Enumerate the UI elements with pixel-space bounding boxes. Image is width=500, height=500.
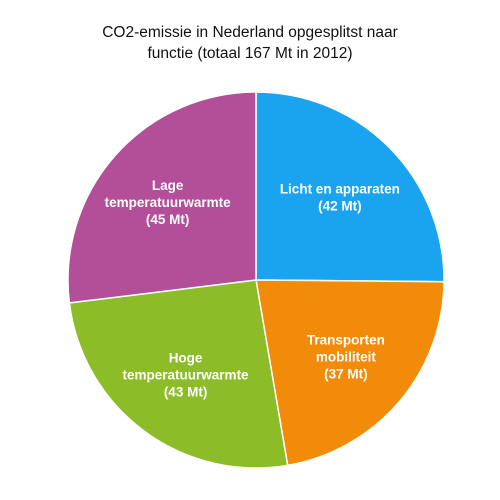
pie-labels: Licht en apparaten (42 Mt) Transporten mobi… (105, 178, 400, 400)
chart-title: CO2-emissie in Nederland opgesplitst naa… (0, 22, 500, 64)
slice-label-line: (42 Mt) (318, 198, 362, 213)
slice-label-line: Lage (152, 178, 184, 193)
slice-label-licht-en-apparaten: Licht en apparaten (42 Mt) (280, 181, 400, 213)
slice-label-line: temperatuurwarmte (123, 368, 250, 383)
slice-label-line: mobiliteit (316, 350, 377, 365)
slice-label-line: temperatuurwarmte (105, 195, 232, 210)
slice-label-line: (43 Mt) (164, 385, 208, 400)
slice-label-transporten-mobiliteit: Transporten mobiliteit (37 Mt) (307, 333, 385, 382)
pie-slice-hoge-temperatuurwarmte (68, 279, 289, 469)
pie-slice-lage-temperatuurwarmte (67, 91, 257, 304)
slice-label-lage-temperatuurwarmte: Lage temperatuurwarmte (45 Mt) (105, 178, 232, 227)
slice-label-line: Hoge (169, 351, 203, 366)
pie-slices (67, 91, 445, 469)
slice-label-hoge-temperatuurwarmte: Hoge temperatuurwarmte (43 Mt) (123, 351, 250, 400)
slice-label-line: (45 Mt) (146, 212, 190, 227)
slice-label-line: Licht en apparaten (280, 181, 400, 196)
chart-title-line-2: functie (totaal 167 Mt in 2012) (147, 45, 353, 62)
slice-label-line: Transporten (307, 333, 385, 348)
chart-title-line-1: CO2-emissie in Nederland opgesplitst naa… (102, 24, 398, 41)
slice-label-line: (37 Mt) (324, 367, 368, 382)
pie-slice-licht-en-apparaten (255, 91, 445, 283)
pie-slice-transporten-mobiliteit (255, 279, 445, 467)
